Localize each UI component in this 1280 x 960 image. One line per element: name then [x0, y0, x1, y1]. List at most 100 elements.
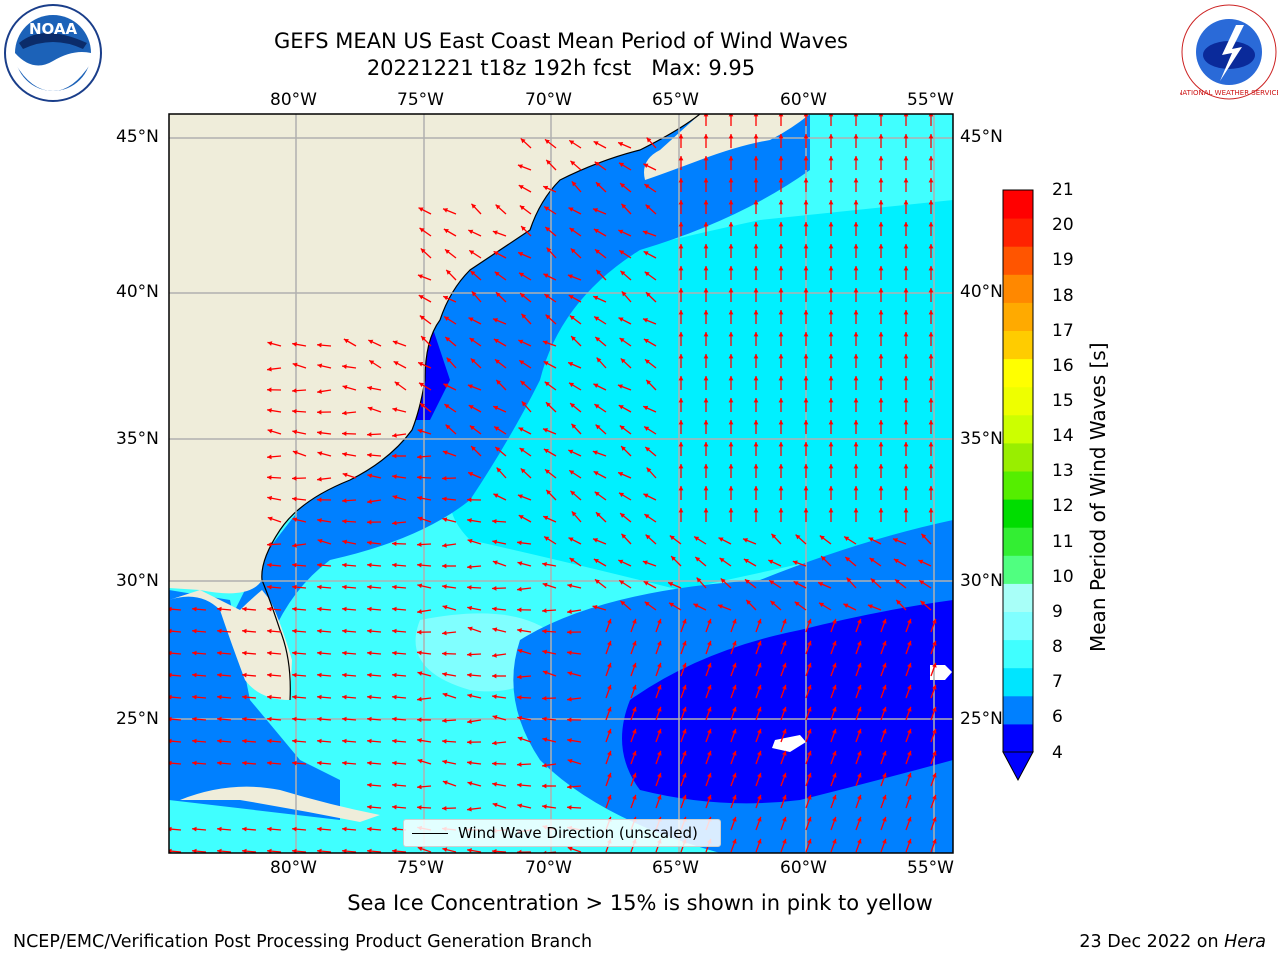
wave-arrow-head [292, 738, 297, 744]
wave-arrow-head [728, 332, 734, 337]
wave-arrow-head [828, 398, 834, 403]
wave-arrow-head [267, 542, 272, 547]
wave-arrow-head [757, 838, 762, 844]
footer-credit: NCEP/EMC/Verification Post Processing Pr… [13, 932, 593, 952]
wave-arrow-head [832, 750, 837, 756]
wave-arrow-head [632, 640, 637, 646]
wave-arrow-head [728, 178, 734, 183]
wave-arrow-head [342, 628, 347, 634]
wave-arrow-head [519, 447, 525, 453]
wave-arrow-head [317, 562, 322, 568]
wave-arrow-head [495, 204, 501, 210]
wave-arrow-head [728, 420, 734, 425]
wave-arrow-head [853, 266, 859, 271]
land-nova-scotia [644, 114, 810, 180]
cbar-tick-6: 6 [1052, 707, 1063, 727]
wave-arrow-head [882, 706, 887, 712]
wave-arrow-head [242, 606, 247, 612]
wave-arrow-head [192, 848, 197, 853]
map-frame [168, 113, 954, 854]
wave-arrow-head [443, 295, 449, 301]
wave-arrow-head [828, 156, 834, 161]
wave-arrow-head [292, 584, 297, 590]
wave-arrow-head [757, 706, 762, 712]
wave-arrow-head [757, 728, 762, 734]
wave-arrow-head [682, 772, 687, 778]
wave-arrow-head [771, 533, 777, 539]
wave-arrow-head [317, 716, 322, 722]
wave-arrow-head [192, 826, 197, 832]
wave-arrow-head [928, 508, 934, 513]
wave-arrow-head [544, 381, 550, 387]
wave-arrow-head [618, 317, 624, 322]
lon-tick-top-60: 60°W [780, 90, 827, 110]
cbar-tick-4: 4 [1052, 743, 1063, 763]
wave-arrow-head [292, 388, 297, 394]
wave-arrow-head [442, 738, 447, 744]
wave-arrow-head [753, 266, 759, 271]
wave-arrow-head [471, 203, 477, 209]
lon-tick-top-75: 75°W [397, 90, 444, 110]
wave-arrow-head [644, 426, 650, 431]
wave-arrow-head [442, 517, 448, 523]
wave-arrow-head [593, 141, 599, 146]
wave-arrow-head [907, 662, 912, 668]
wave-arrow-head [878, 464, 884, 469]
wave-arrow-head [593, 383, 599, 388]
wave-arrow-head [618, 229, 624, 235]
wave-arrow-head [645, 534, 651, 540]
wave-arrow-head [570, 490, 576, 496]
wave-arrow-head [593, 229, 599, 234]
wave-arrow-head [857, 816, 862, 822]
wave-arrow-head [832, 684, 837, 690]
wave-arrow-head [632, 772, 637, 778]
land-cuba [180, 786, 380, 822]
wave-arrow-head [292, 672, 297, 678]
wave-arrow-head [853, 376, 859, 381]
lat-tick-right-35: 35°N [960, 429, 1003, 449]
wave-arrow-head [903, 134, 909, 139]
wave-arrow-head [594, 316, 600, 321]
wave-arrow-head [242, 672, 247, 678]
wave-arrow-head [693, 603, 699, 608]
wave-arrow-head [607, 640, 612, 646]
wave-arrow-head [520, 380, 526, 386]
wave-arrow-head [567, 671, 573, 676]
wave-arrow-head [518, 252, 524, 257]
wave-arrow-head [267, 475, 272, 480]
cbar-tick-7: 7 [1052, 672, 1063, 692]
wave-arrow-head [593, 538, 598, 543]
wave-arrow-head [853, 222, 859, 227]
wave-arrow-head [678, 354, 684, 359]
wave-arrow-head [778, 508, 784, 513]
wave-arrow-head [342, 364, 347, 370]
wave-arrow-head [242, 848, 247, 853]
wave-arrow-head [442, 496, 447, 502]
wave-arrow-head [768, 559, 774, 565]
wave-arrow-head [595, 182, 601, 188]
wave-arrow-head [493, 318, 498, 323]
wave-arrow-head [442, 847, 448, 853]
wave-arrow-head [778, 200, 784, 205]
wave-arrow-head [444, 249, 450, 254]
wave-arrow-head [567, 784, 572, 790]
chart-title: GEFS MEAN US East Coast Mean Period of W… [274, 29, 848, 53]
wave-arrow-head [292, 694, 297, 700]
wave-arrow-head [594, 161, 600, 167]
wave-arrow-head [807, 750, 812, 756]
wave-arrow-head [707, 750, 712, 756]
wave-arrow-head [803, 486, 809, 491]
wave-arrow-head [903, 178, 909, 183]
wave-arrow-head [807, 618, 812, 624]
wave-arrow-head [517, 762, 522, 767]
wave-arrow-head [828, 222, 834, 227]
wave-arrow-head [496, 379, 502, 385]
wave-arrow-head [753, 464, 759, 469]
wave-arrow-head [595, 424, 601, 430]
wave-arrow-head [492, 606, 497, 612]
wave-arrow-head [878, 398, 884, 403]
wave-arrow-head [367, 562, 372, 568]
wave-arrow-head [494, 271, 500, 277]
wave-arrow-head [467, 652, 472, 657]
wave-arrow-head [469, 337, 475, 343]
